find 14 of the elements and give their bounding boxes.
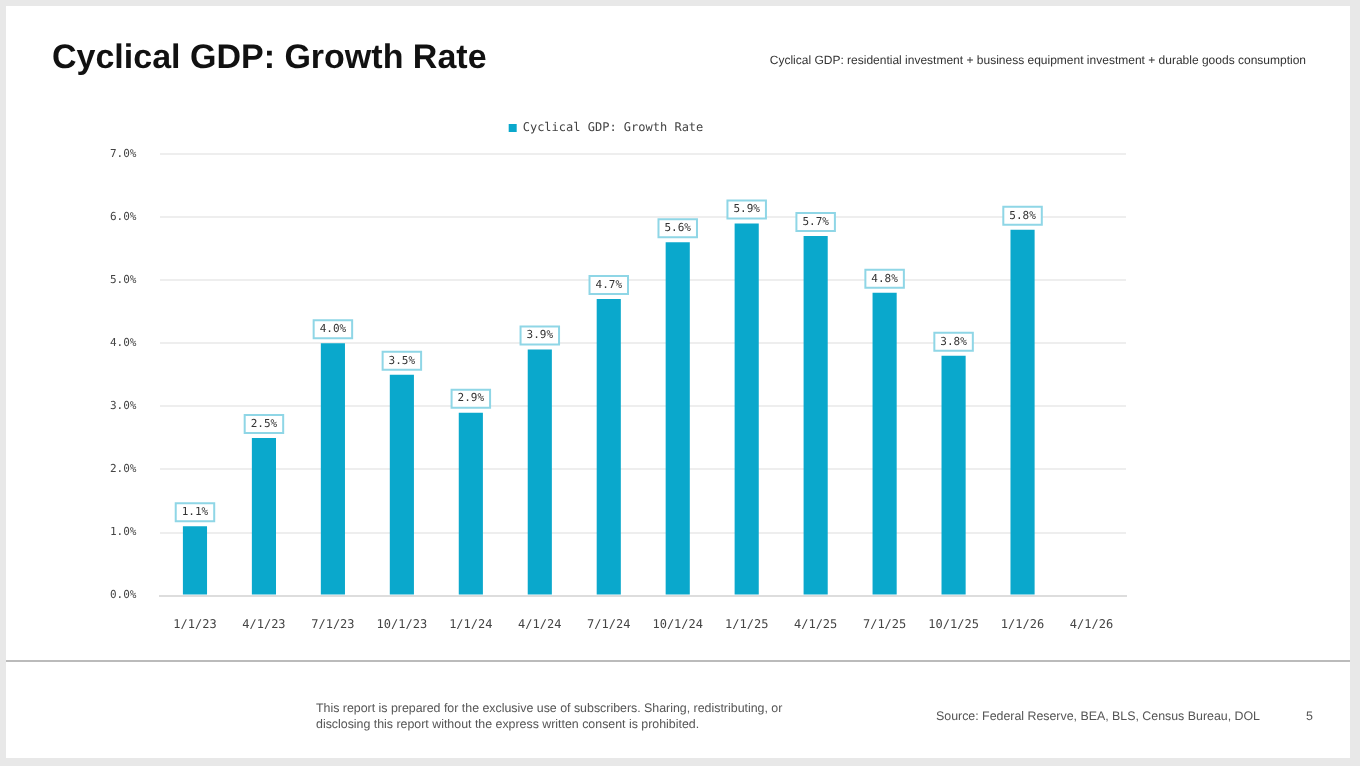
bar (665, 242, 690, 595)
bar (734, 223, 759, 595)
bar (941, 355, 966, 595)
bar (182, 526, 208, 595)
bar (1010, 229, 1035, 595)
chart-title: Cyclical GDP: Growth Rate (52, 38, 487, 78)
bar (251, 437, 277, 595)
bar (803, 236, 828, 595)
bar (596, 299, 621, 595)
bar (872, 292, 897, 595)
bar (527, 349, 552, 595)
bar (389, 374, 414, 595)
bar (320, 343, 345, 595)
bar (458, 412, 483, 595)
